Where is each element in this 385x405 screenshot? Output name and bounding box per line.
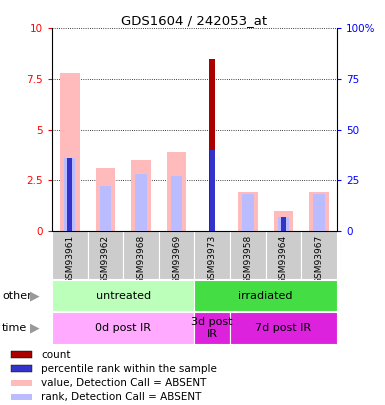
Bar xyxy=(88,231,123,279)
Text: value, Detection Call = ABSENT: value, Detection Call = ABSENT xyxy=(41,378,206,388)
Bar xyxy=(135,174,147,231)
Bar xyxy=(194,231,230,279)
Bar xyxy=(171,176,182,231)
Bar xyxy=(309,192,329,231)
Bar xyxy=(95,168,115,231)
Bar xyxy=(123,231,159,279)
Text: GSM93958: GSM93958 xyxy=(243,235,252,284)
Bar xyxy=(194,313,230,343)
Text: GSM93969: GSM93969 xyxy=(172,235,181,284)
Bar xyxy=(52,231,88,279)
Bar xyxy=(12,379,32,386)
Text: other: other xyxy=(2,291,32,301)
Text: time: time xyxy=(2,323,27,333)
Bar xyxy=(242,194,254,231)
Bar xyxy=(52,313,194,343)
Bar xyxy=(209,59,216,231)
Text: ▶: ▶ xyxy=(30,322,39,335)
Bar xyxy=(278,217,289,231)
Title: GDS1604 / 242053_at: GDS1604 / 242053_at xyxy=(121,14,268,27)
Bar xyxy=(12,365,32,372)
Bar xyxy=(210,150,215,231)
Bar xyxy=(52,280,194,311)
Bar xyxy=(100,186,111,231)
Text: count: count xyxy=(41,350,70,360)
Bar xyxy=(64,158,75,231)
Bar xyxy=(12,394,32,400)
Bar xyxy=(281,217,286,231)
Bar xyxy=(67,158,72,231)
Bar xyxy=(266,231,301,279)
Text: percentile rank within the sample: percentile rank within the sample xyxy=(41,364,217,374)
Bar xyxy=(230,231,266,279)
Text: rank, Detection Call = ABSENT: rank, Detection Call = ABSENT xyxy=(41,392,201,402)
Bar xyxy=(159,231,194,279)
Bar xyxy=(194,280,337,311)
Bar xyxy=(313,194,325,231)
Text: untreated: untreated xyxy=(95,291,151,301)
Bar xyxy=(131,160,151,231)
Text: GSM93967: GSM93967 xyxy=(315,235,323,284)
Text: ▶: ▶ xyxy=(30,289,39,302)
Text: GSM93964: GSM93964 xyxy=(279,235,288,284)
Bar xyxy=(60,73,80,231)
Bar xyxy=(12,352,32,358)
Text: GSM93962: GSM93962 xyxy=(101,235,110,284)
Bar xyxy=(230,313,337,343)
Text: irradiated: irradiated xyxy=(238,291,293,301)
Bar xyxy=(167,152,186,231)
Bar xyxy=(238,192,258,231)
Text: GSM93968: GSM93968 xyxy=(137,235,146,284)
Bar xyxy=(274,211,293,231)
Bar xyxy=(301,231,337,279)
Text: 0d post IR: 0d post IR xyxy=(95,323,151,333)
Text: 3d post
IR: 3d post IR xyxy=(191,317,233,339)
Text: GSM93973: GSM93973 xyxy=(208,235,217,284)
Text: 7d post IR: 7d post IR xyxy=(255,323,311,333)
Text: GSM93961: GSM93961 xyxy=(65,235,74,284)
